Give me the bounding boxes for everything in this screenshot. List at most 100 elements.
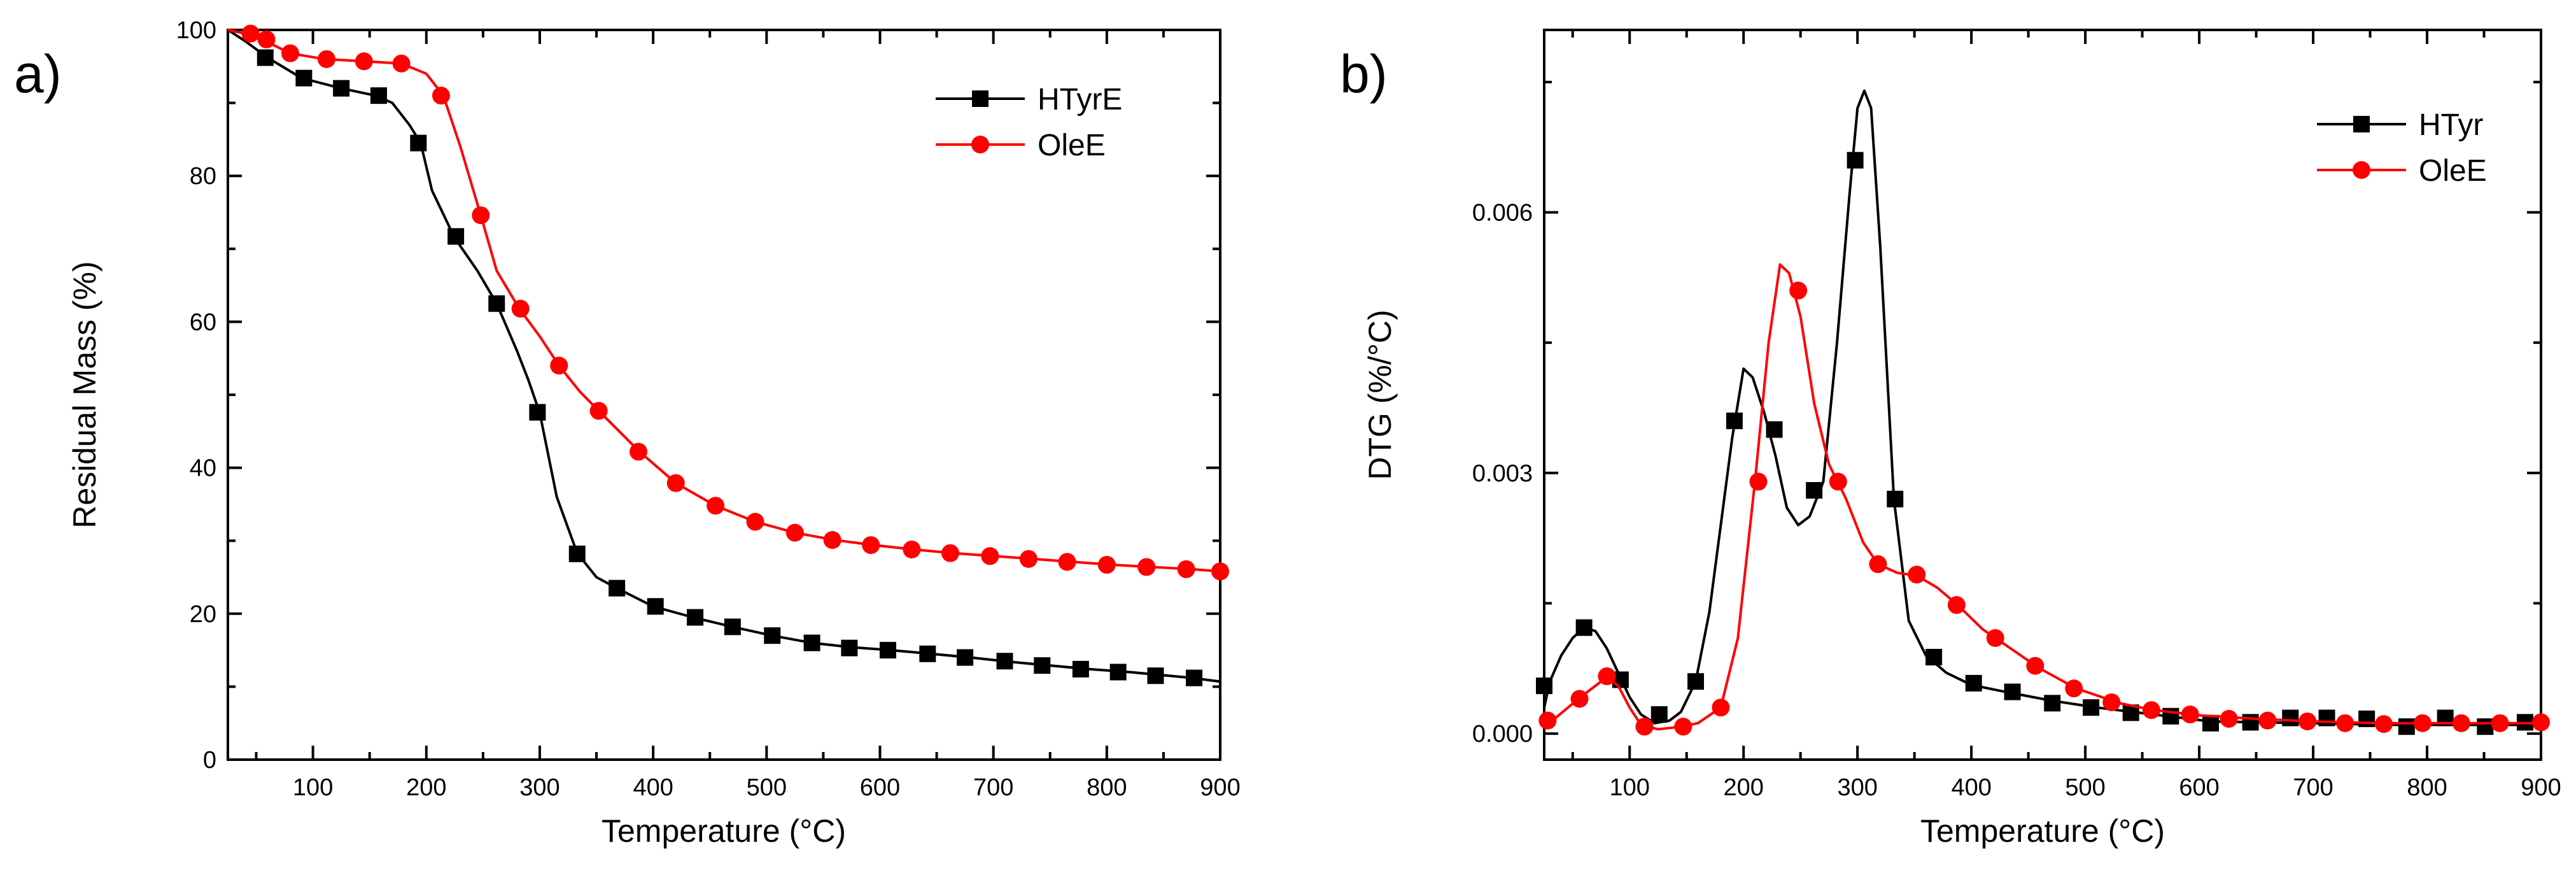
data-point-olee	[2452, 714, 2470, 732]
data-point-htyre	[257, 49, 274, 66]
data-point-olee	[666, 474, 685, 492]
data-point-htyr	[2242, 714, 2259, 731]
data-point-htyr	[2477, 718, 2494, 735]
data-point-olee	[746, 513, 764, 531]
x-tick-label-a: 300	[519, 774, 560, 801]
data-point-olee	[1789, 281, 1808, 300]
data-point-olee	[823, 531, 841, 550]
data-point-olee	[629, 443, 647, 461]
data-point-olee	[2102, 693, 2121, 711]
axis-ticks-b: 100 200 300 400 500 600 700 800 900 0.000 0.003 0.0…	[1472, 30, 2561, 801]
axis-ticks-a: 100 200 300 400 500 600 700 800 900 0 20 40 60 80 100	[176, 17, 1241, 801]
data-point-htyr	[2318, 709, 2335, 727]
data-point-htyre	[568, 545, 586, 562]
x-tick-label-a: 400	[633, 774, 673, 801]
legend-label-htyr: HTyr	[2419, 108, 2483, 142]
data-point-htyr	[2358, 710, 2375, 727]
data-point-olee	[981, 547, 999, 565]
data-point-olee	[1177, 560, 1195, 578]
data-point-olee	[550, 357, 568, 375]
data-point-olee	[281, 44, 299, 62]
data-point-htyre	[724, 618, 741, 635]
data-point-olee	[2298, 712, 2317, 730]
data-point-olee	[903, 540, 921, 558]
series-line-htyre-a	[227, 29, 1221, 683]
x-tick-label-b: 400	[1951, 774, 1991, 801]
data-point-htyr	[1650, 706, 1668, 723]
data-point-htyre	[841, 639, 858, 656]
data-point-htyre	[1186, 669, 1203, 686]
data-point-olee	[1635, 718, 1654, 736]
y-tick-label-a: 100	[176, 17, 216, 44]
data-point-olee	[1538, 711, 1557, 730]
data-point-htyre	[488, 295, 505, 312]
x-tick-label-b: 500	[2065, 774, 2105, 801]
data-point-olee	[1058, 553, 1076, 571]
x-tick-label-b: 800	[2407, 774, 2447, 801]
data-point-htyr	[2044, 695, 2061, 712]
data-point-olee	[432, 87, 450, 105]
data-point-htyre	[996, 653, 1013, 670]
data-point-olee	[2336, 714, 2354, 732]
y-axis-title-b: DTG (%/°C)	[1362, 309, 1398, 479]
x-axis-title-b: Temperature (°C)	[1920, 813, 2165, 849]
data-point-olee	[2491, 714, 2509, 732]
data-point-olee	[1869, 555, 1887, 574]
data-point-htyre	[295, 69, 313, 87]
data-point-htyr	[1925, 649, 1943, 666]
data-point-olee	[1674, 718, 1693, 736]
data-point-htyre	[919, 645, 936, 662]
data-point-htyre	[410, 134, 427, 152]
data-point-htyr	[2398, 718, 2415, 735]
x-tick-label-a: 500	[747, 774, 787, 801]
data-point-htyre	[370, 87, 387, 104]
legend-marker-olee	[2353, 161, 2370, 179]
x-tick-label-a: 800	[1087, 774, 1127, 801]
data-point-olee	[1749, 472, 1768, 491]
data-point-htyr	[2083, 699, 2100, 716]
data-point-olee	[2026, 656, 2045, 675]
data-point-olee	[257, 30, 276, 48]
x-tick-label-b: 300	[1837, 774, 1877, 801]
data-point-htyr	[1687, 673, 1705, 690]
data-point-htyr	[1536, 678, 1552, 695]
data-point-htyre	[957, 649, 974, 666]
data-point-olee	[2181, 706, 2199, 724]
data-point-htyre	[333, 80, 350, 97]
y-axis-title-a: Residual Mass (%)	[67, 261, 102, 529]
x-tick-label-a: 700	[973, 774, 1013, 801]
x-tick-label-a: 100	[293, 774, 333, 801]
x-tick-label-a: 600	[860, 774, 900, 801]
data-point-olee	[1211, 562, 1229, 581]
data-point-htyre	[529, 404, 546, 421]
chart-panel-a: a) 100 200 300 400 500 600 700 800 9000204060801…	[14, 17, 1241, 849]
data-point-htyr	[1887, 490, 1904, 507]
series-a	[227, 24, 1229, 686]
data-point-htyre	[879, 642, 896, 659]
data-point-olee	[862, 536, 880, 555]
data-point-olee	[241, 24, 260, 43]
data-point-htyr	[1575, 619, 1593, 636]
data-point-htyre	[447, 228, 465, 245]
legend-label-htyre: HTyrE	[1038, 83, 1122, 117]
plot-area-b	[1543, 29, 2542, 761]
data-point-olee	[589, 402, 608, 420]
legend-marker-olee	[971, 136, 989, 153]
data-point-htyre	[647, 598, 664, 615]
y-tick-label-a: 40	[190, 455, 216, 482]
data-point-olee	[355, 52, 373, 71]
data-point-htyre	[803, 634, 820, 651]
series-line-olee-a	[227, 29, 1221, 573]
data-point-olee	[392, 54, 411, 73]
data-point-olee	[472, 206, 490, 225]
data-point-htyre	[609, 579, 626, 597]
data-point-olee	[2375, 715, 2393, 734]
series-b	[1536, 89, 2550, 736]
y-tick-label-b: 0.006	[1472, 200, 1533, 227]
data-point-htyre	[1109, 663, 1127, 681]
data-point-htyr	[1806, 482, 1823, 499]
x-tick-label-b: 900	[2521, 774, 2561, 801]
x-tick-label-b: 100	[1610, 774, 1650, 801]
legend-b: HTyr OleE	[2317, 108, 2487, 188]
